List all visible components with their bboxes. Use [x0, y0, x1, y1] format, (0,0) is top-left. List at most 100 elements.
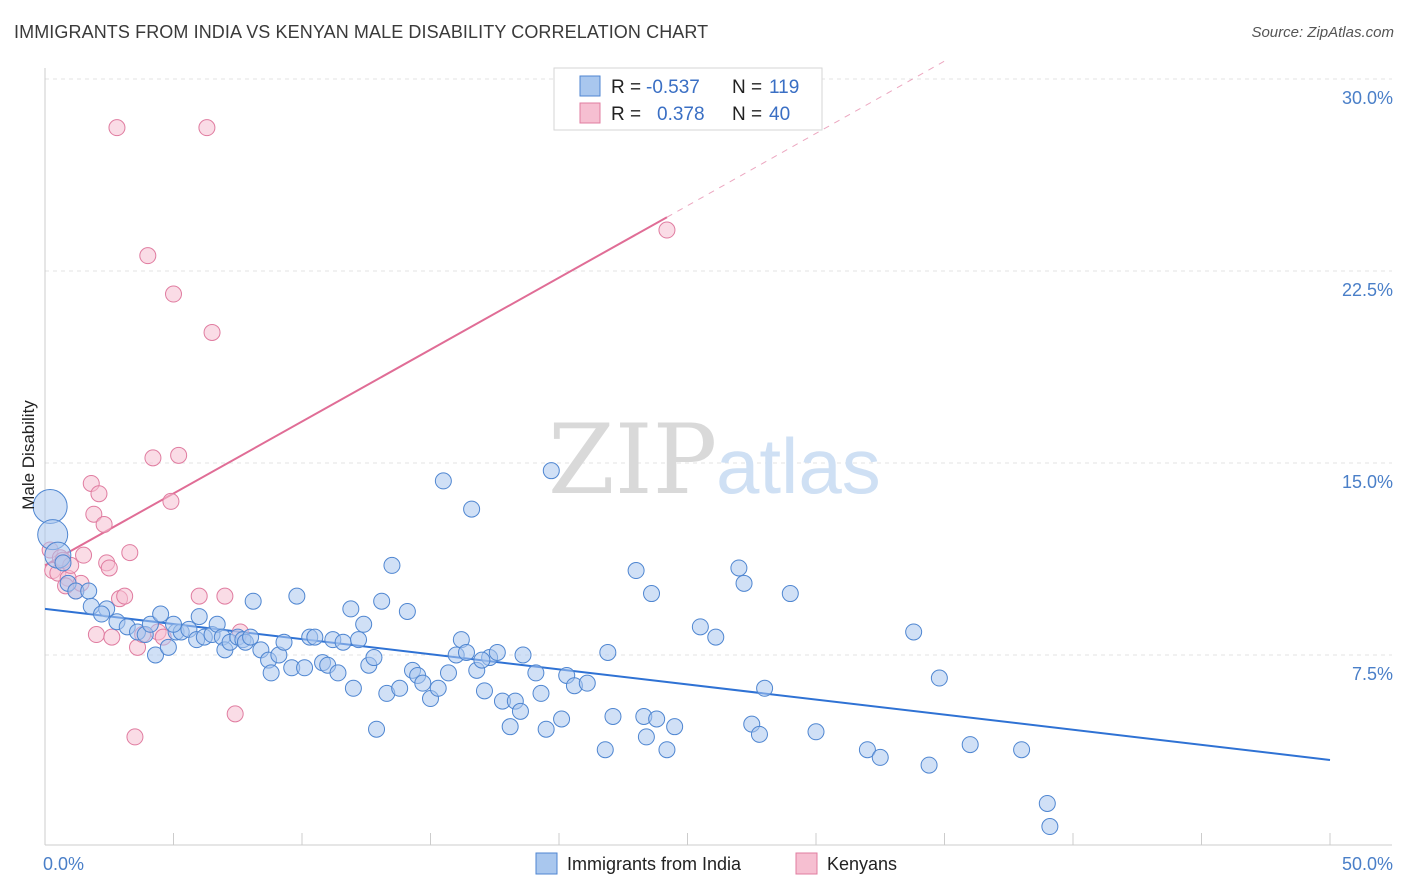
legend-r-value-india: -0.537: [646, 77, 700, 98]
kenya-point: [139, 247, 157, 265]
kenya-point: [75, 546, 93, 564]
india-point: [1041, 818, 1059, 836]
india-point: [514, 646, 532, 664]
india-point: [750, 725, 768, 743]
kenya-point: [203, 323, 221, 341]
india-point: [355, 615, 373, 633]
kenya-point: [116, 587, 134, 605]
india-point: [429, 679, 447, 697]
bottom-legend-swatch-india: [535, 852, 558, 875]
tick-labels: 7.5% 15.0% 22.5% 30.0% 0.0% 50.0%: [43, 88, 1393, 874]
india-point: [329, 664, 347, 682]
legend-r-label-kenya: R =: [611, 104, 641, 125]
x-tick-label-min: 0.0%: [43, 854, 84, 874]
india-point: [735, 574, 753, 592]
watermark-zip: ZIP: [548, 404, 717, 516]
india-point: [930, 669, 948, 687]
india-point: [344, 679, 362, 697]
y-axis-title: Male Disability: [19, 400, 38, 510]
kenya-point: [126, 728, 144, 746]
kenya-point: [162, 492, 180, 510]
kenya-point: [144, 449, 162, 467]
trend-lines: [44, 60, 1331, 761]
kenya-point: [121, 544, 139, 562]
watermark-atlas: atlas: [716, 422, 881, 510]
india-point: [334, 633, 352, 651]
india-point: [730, 559, 748, 577]
india-point: [658, 741, 676, 759]
india-point: [1013, 741, 1031, 759]
india-point: [288, 587, 306, 605]
india-point: [242, 628, 260, 646]
india-point: [532, 684, 550, 702]
india-point: [475, 682, 493, 700]
india-point: [781, 585, 799, 603]
india-point: [159, 638, 177, 656]
kenya-point: [226, 705, 244, 723]
india-point: [871, 748, 889, 766]
trend-line-kenya: [44, 216, 668, 567]
india-point: [141, 615, 159, 633]
series-legend: Immigrants from India Kenyans: [535, 852, 897, 875]
kenya-point: [190, 587, 208, 605]
source-credit: Source: ZipAtlas.com: [1251, 24, 1394, 41]
kenya-point: [658, 221, 676, 239]
chart-title: IMMIGRANTS FROM INDIA VS KENYAN MALE DIS…: [14, 22, 709, 42]
india-point: [244, 592, 262, 610]
india-point: [463, 500, 481, 518]
india-point: [756, 679, 774, 697]
india-point: [666, 718, 684, 736]
india-point: [398, 602, 416, 620]
india-point: [961, 736, 979, 754]
gridlines: [45, 78, 1392, 656]
india-point: [32, 489, 68, 525]
india-point: [578, 674, 596, 692]
y-tick-label: 7.5%: [1352, 664, 1393, 684]
axes: [44, 68, 1392, 846]
india-point: [488, 643, 506, 661]
india-point: [296, 659, 314, 677]
kenya-point: [100, 559, 118, 577]
legend-n-label-kenya: N =: [732, 104, 762, 125]
kenya-point: [87, 626, 105, 644]
legend-n-value-kenya: 40: [769, 104, 790, 125]
india-point: [599, 643, 617, 661]
india-point: [501, 718, 519, 736]
india-point: [920, 756, 938, 774]
india-point: [542, 462, 560, 480]
kenya-point: [170, 446, 188, 464]
india-point: [391, 679, 409, 697]
india-point: [373, 592, 391, 610]
kenya-point: [216, 587, 234, 605]
stats-legend: R = -0.537 N = 119 R = 0.378 N = 40: [553, 67, 823, 131]
india-point: [473, 651, 491, 669]
india-point: [365, 649, 383, 667]
kenya-point: [85, 505, 103, 523]
trend-line-kenya-extension: [666, 60, 945, 218]
legend-swatch-kenya: [579, 102, 601, 124]
india-point: [54, 554, 72, 572]
watermark: ZIP atlas: [548, 404, 881, 516]
india-point: [434, 472, 452, 490]
bottom-legend-swatch-kenya: [795, 852, 818, 875]
india-point: [537, 720, 555, 738]
india-point: [807, 723, 825, 741]
india-point: [383, 556, 401, 574]
india-point: [275, 633, 293, 651]
india-point: [596, 741, 614, 759]
india-point: [414, 674, 432, 692]
india-point: [152, 605, 170, 623]
kenya-point: [198, 119, 216, 137]
india-point: [1038, 794, 1056, 812]
india-point: [190, 608, 208, 626]
y-tick-label: 22.5%: [1342, 280, 1393, 300]
india-point: [637, 728, 655, 746]
legend-n-label-india: N =: [732, 77, 762, 98]
india-point: [350, 631, 368, 649]
kenya-point: [95, 515, 113, 533]
y-tick-label: 30.0%: [1342, 88, 1393, 108]
legend-swatch-india: [579, 75, 601, 97]
legend-r-label-india: R =: [611, 77, 641, 98]
india-point: [707, 628, 725, 646]
